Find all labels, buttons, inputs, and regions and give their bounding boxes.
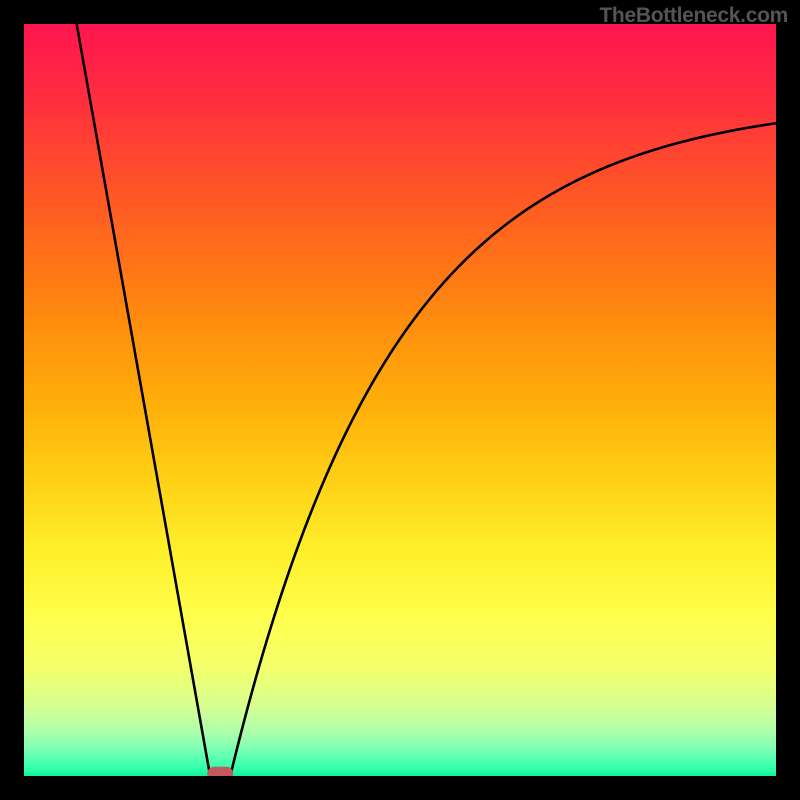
curve-overlay [0,0,800,800]
chart-frame [12,12,788,788]
watermark-text: TheBottleneck.com [599,4,788,28]
bottleneck-curve [77,24,776,774]
chart-container: TheBottleneck.com [0,0,800,800]
